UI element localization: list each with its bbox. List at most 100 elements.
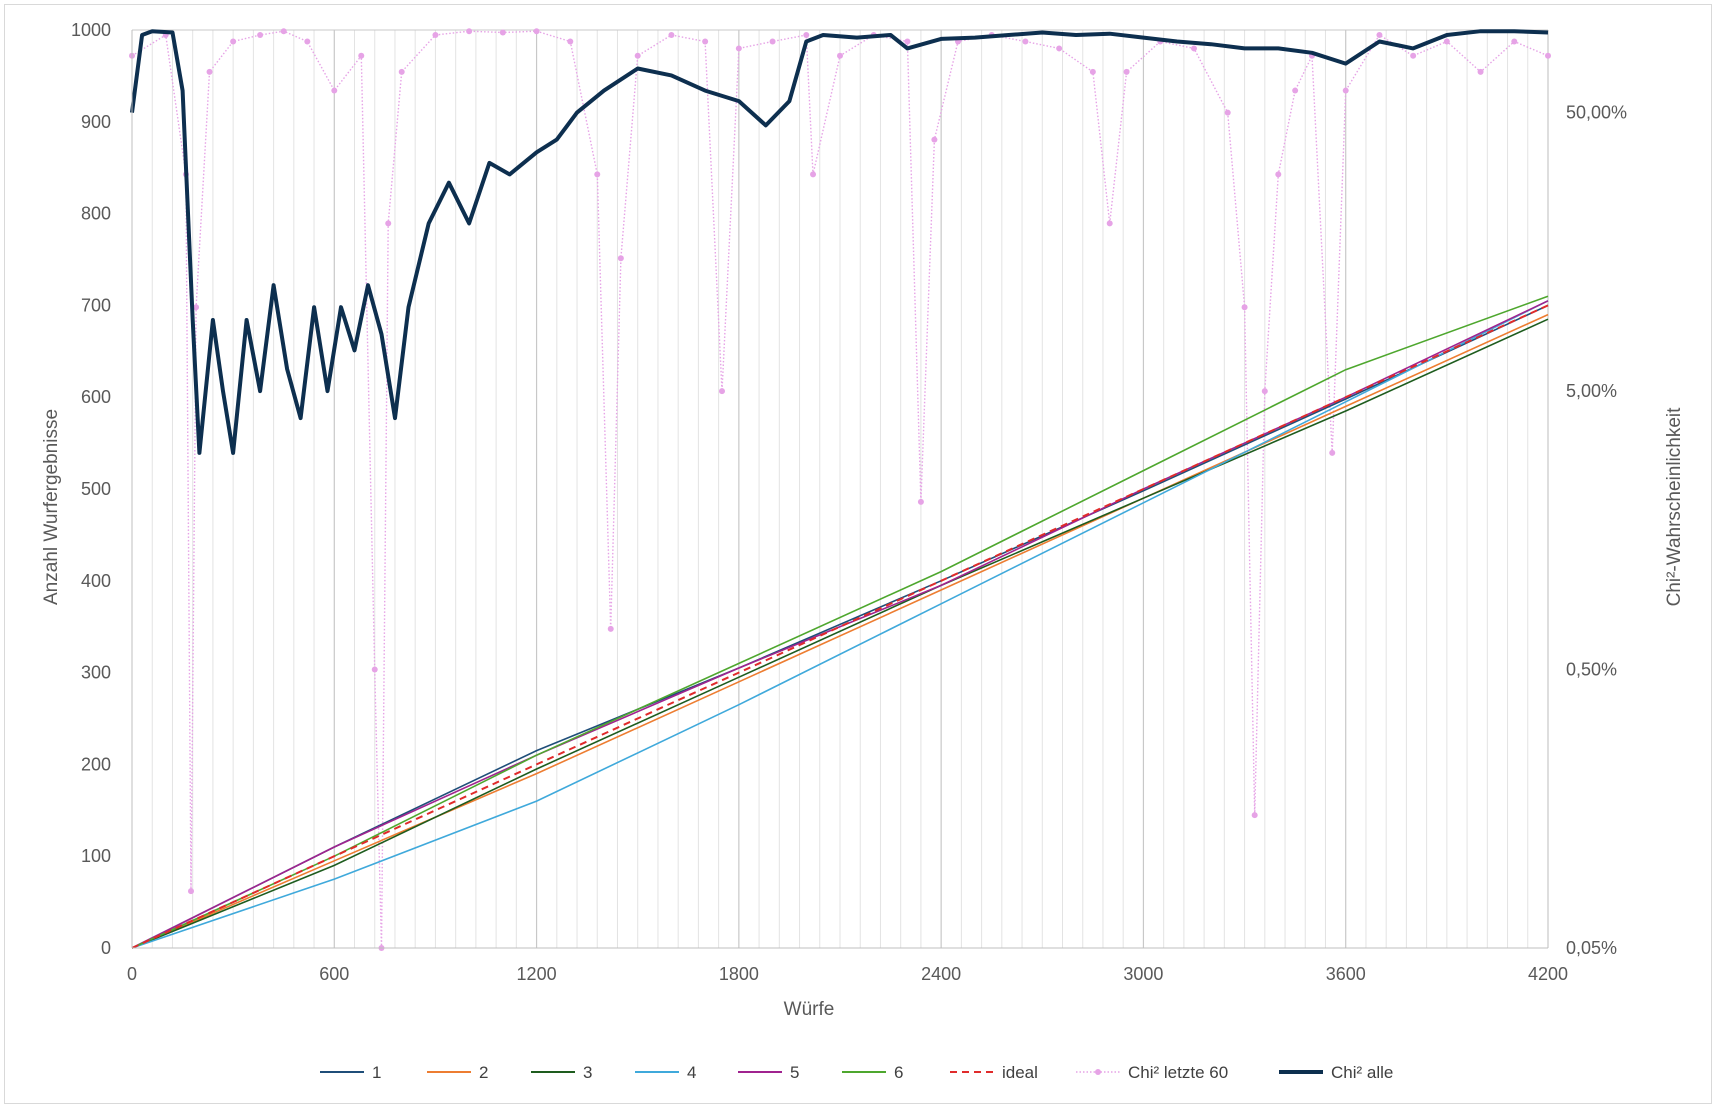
y2-tick-label: 50,00% [1566, 103, 1627, 123]
chi2-letzte-60-point [1191, 45, 1197, 52]
series-2-line [131, 313, 1549, 949]
legend-label: 4 [687, 1063, 696, 1082]
chi2-letzte-60-point [1410, 52, 1417, 59]
chi2-letzte-60-point [567, 38, 574, 45]
series-4-line [131, 300, 1549, 949]
chi2-letzte-60-point [1443, 38, 1450, 45]
chi2-letzte-60-point [358, 52, 365, 59]
chi2-letzte-60-point [735, 45, 742, 52]
x-tick-label: 4200 [1528, 964, 1568, 984]
chi2-letzte-60-point [1224, 109, 1231, 116]
major-gridlines [132, 29, 1549, 948]
legend-label: 2 [479, 1063, 488, 1082]
chi2-letzte-60-point [1106, 220, 1113, 227]
chi2-letzte-60-point [257, 31, 264, 38]
x-tick-label: 1200 [517, 964, 557, 984]
chi2-letzte-60-point [188, 888, 194, 895]
chi2-letzte-60-point [304, 38, 311, 45]
y-tick-label: 900 [81, 112, 111, 132]
x-tick-label: 3600 [1326, 964, 1366, 984]
chi2-letzte-60-point [1261, 388, 1268, 395]
chi2-letzte-60-point [769, 38, 776, 45]
chi2-letzte-60-point [904, 38, 911, 45]
chi2-letzte-60-point [499, 29, 506, 36]
chi2-letzte-60-point [634, 52, 641, 59]
y2-axis-title: Chi²-Wahrscheinlichkeit [1664, 407, 1685, 607]
axes: 0 600 1200 1800 2400 3000 3600 4200 0 100 200 300 40… [71, 20, 1627, 984]
legend-label: 6 [894, 1063, 903, 1082]
chi2-letzte-60-point [533, 28, 540, 35]
legend-label: 1 [372, 1063, 381, 1082]
y-tick-label: 500 [81, 479, 111, 499]
chi2-letzte-60-point [1329, 449, 1336, 456]
y-tick-label: 200 [81, 754, 111, 774]
chi2-letzte-60-point [617, 255, 624, 262]
chi2-letzte-60-point [1251, 812, 1258, 819]
x-tick-label: 1800 [719, 964, 759, 984]
y-tick-label: 600 [81, 387, 111, 407]
x-tick-label: 0 [127, 964, 137, 984]
legend-label: Chi² letzte 60 [1128, 1063, 1228, 1082]
chi2-letzte-60-point [837, 52, 843, 59]
chi2-letzte-60-point [432, 31, 439, 38]
chi2-letzte-60-point [1056, 45, 1063, 52]
x-tick-label: 3000 [1123, 964, 1163, 984]
chi2-letzte-60-point [810, 171, 817, 178]
y-tick-label: 800 [81, 204, 111, 224]
legend-marker [1095, 1069, 1101, 1075]
chi2-letzte-60-point [702, 38, 709, 45]
chart-area [4, 4, 1712, 1104]
chi2-letzte-60-point [803, 31, 810, 38]
chi2-letzte-60-point [1477, 68, 1484, 75]
chi2-letzte-60-point [230, 38, 237, 45]
y-tick-label: 100 [81, 846, 111, 866]
chi2-letzte-60-point [1022, 38, 1029, 45]
series-6-line [131, 295, 1549, 949]
x-axis-title: Würfe [784, 999, 835, 1020]
chi2-letzte-60-point [719, 388, 725, 395]
chi2-letzte-60-point [1123, 68, 1130, 75]
chi2-letzte-60-point [1275, 171, 1282, 178]
y2-tick-label: 0,50% [1566, 660, 1617, 680]
chi2-letzte-60-point [917, 498, 924, 505]
chi2-letzte-60-point [371, 666, 378, 673]
y-tick-label: 300 [81, 663, 111, 683]
y2-tick-label: 0,05% [1566, 938, 1617, 958]
y-axis-title: Anzahl Wurfergebnisse [41, 409, 62, 605]
y-tick-label: 700 [81, 295, 111, 315]
y-tick-label: 400 [81, 571, 111, 591]
chi2-letzte-60-point [931, 136, 938, 143]
chi2-letzte-60-point [1511, 38, 1518, 45]
minor-gridlines [151, 30, 1529, 948]
legend-label: ideal [1002, 1063, 1038, 1082]
y-tick-label: 1000 [71, 20, 111, 40]
chi2-letzte-60-point [607, 625, 614, 632]
series-5-line [131, 300, 1549, 949]
y2-tick-label: 5,00% [1566, 381, 1617, 401]
chi2-letzte-60-point [280, 28, 287, 35]
y-tick-label: 0 [101, 938, 111, 958]
chi2-letzte-60-point [1342, 87, 1349, 94]
chi2-letzte-60-point [594, 171, 601, 178]
plot-series [129, 28, 1551, 951]
chi2-letzte-60-point [1241, 304, 1248, 311]
legend-label: Chi² alle [1331, 1063, 1393, 1082]
chi2-letzte-60-point [466, 28, 473, 35]
chi2-letzte-60-point [193, 304, 200, 311]
legend: 1 2 3 4 5 6 ideal Chi² letzte 60 Chi² alle [320, 1063, 1393, 1082]
chi2-letzte-60-point [1089, 68, 1096, 75]
chi2-letzte-60-point [398, 68, 405, 75]
x-tick-label: 600 [319, 964, 349, 984]
chi2-letzte-60-point [385, 220, 392, 227]
chi2-letzte-60-point [1545, 52, 1551, 59]
series-chi2-alle-line [130, 29, 1549, 455]
chi2-letzte-60-point [206, 68, 213, 75]
series-3-line [131, 318, 1549, 949]
legend-label: 3 [583, 1063, 592, 1082]
legend-label: 5 [790, 1063, 799, 1082]
x-tick-label: 2400 [921, 964, 961, 984]
chi2-letzte-60-point [1292, 87, 1299, 94]
chi2-letzte-60-point [668, 31, 675, 38]
chi2-letzte-60-point [1376, 31, 1383, 38]
